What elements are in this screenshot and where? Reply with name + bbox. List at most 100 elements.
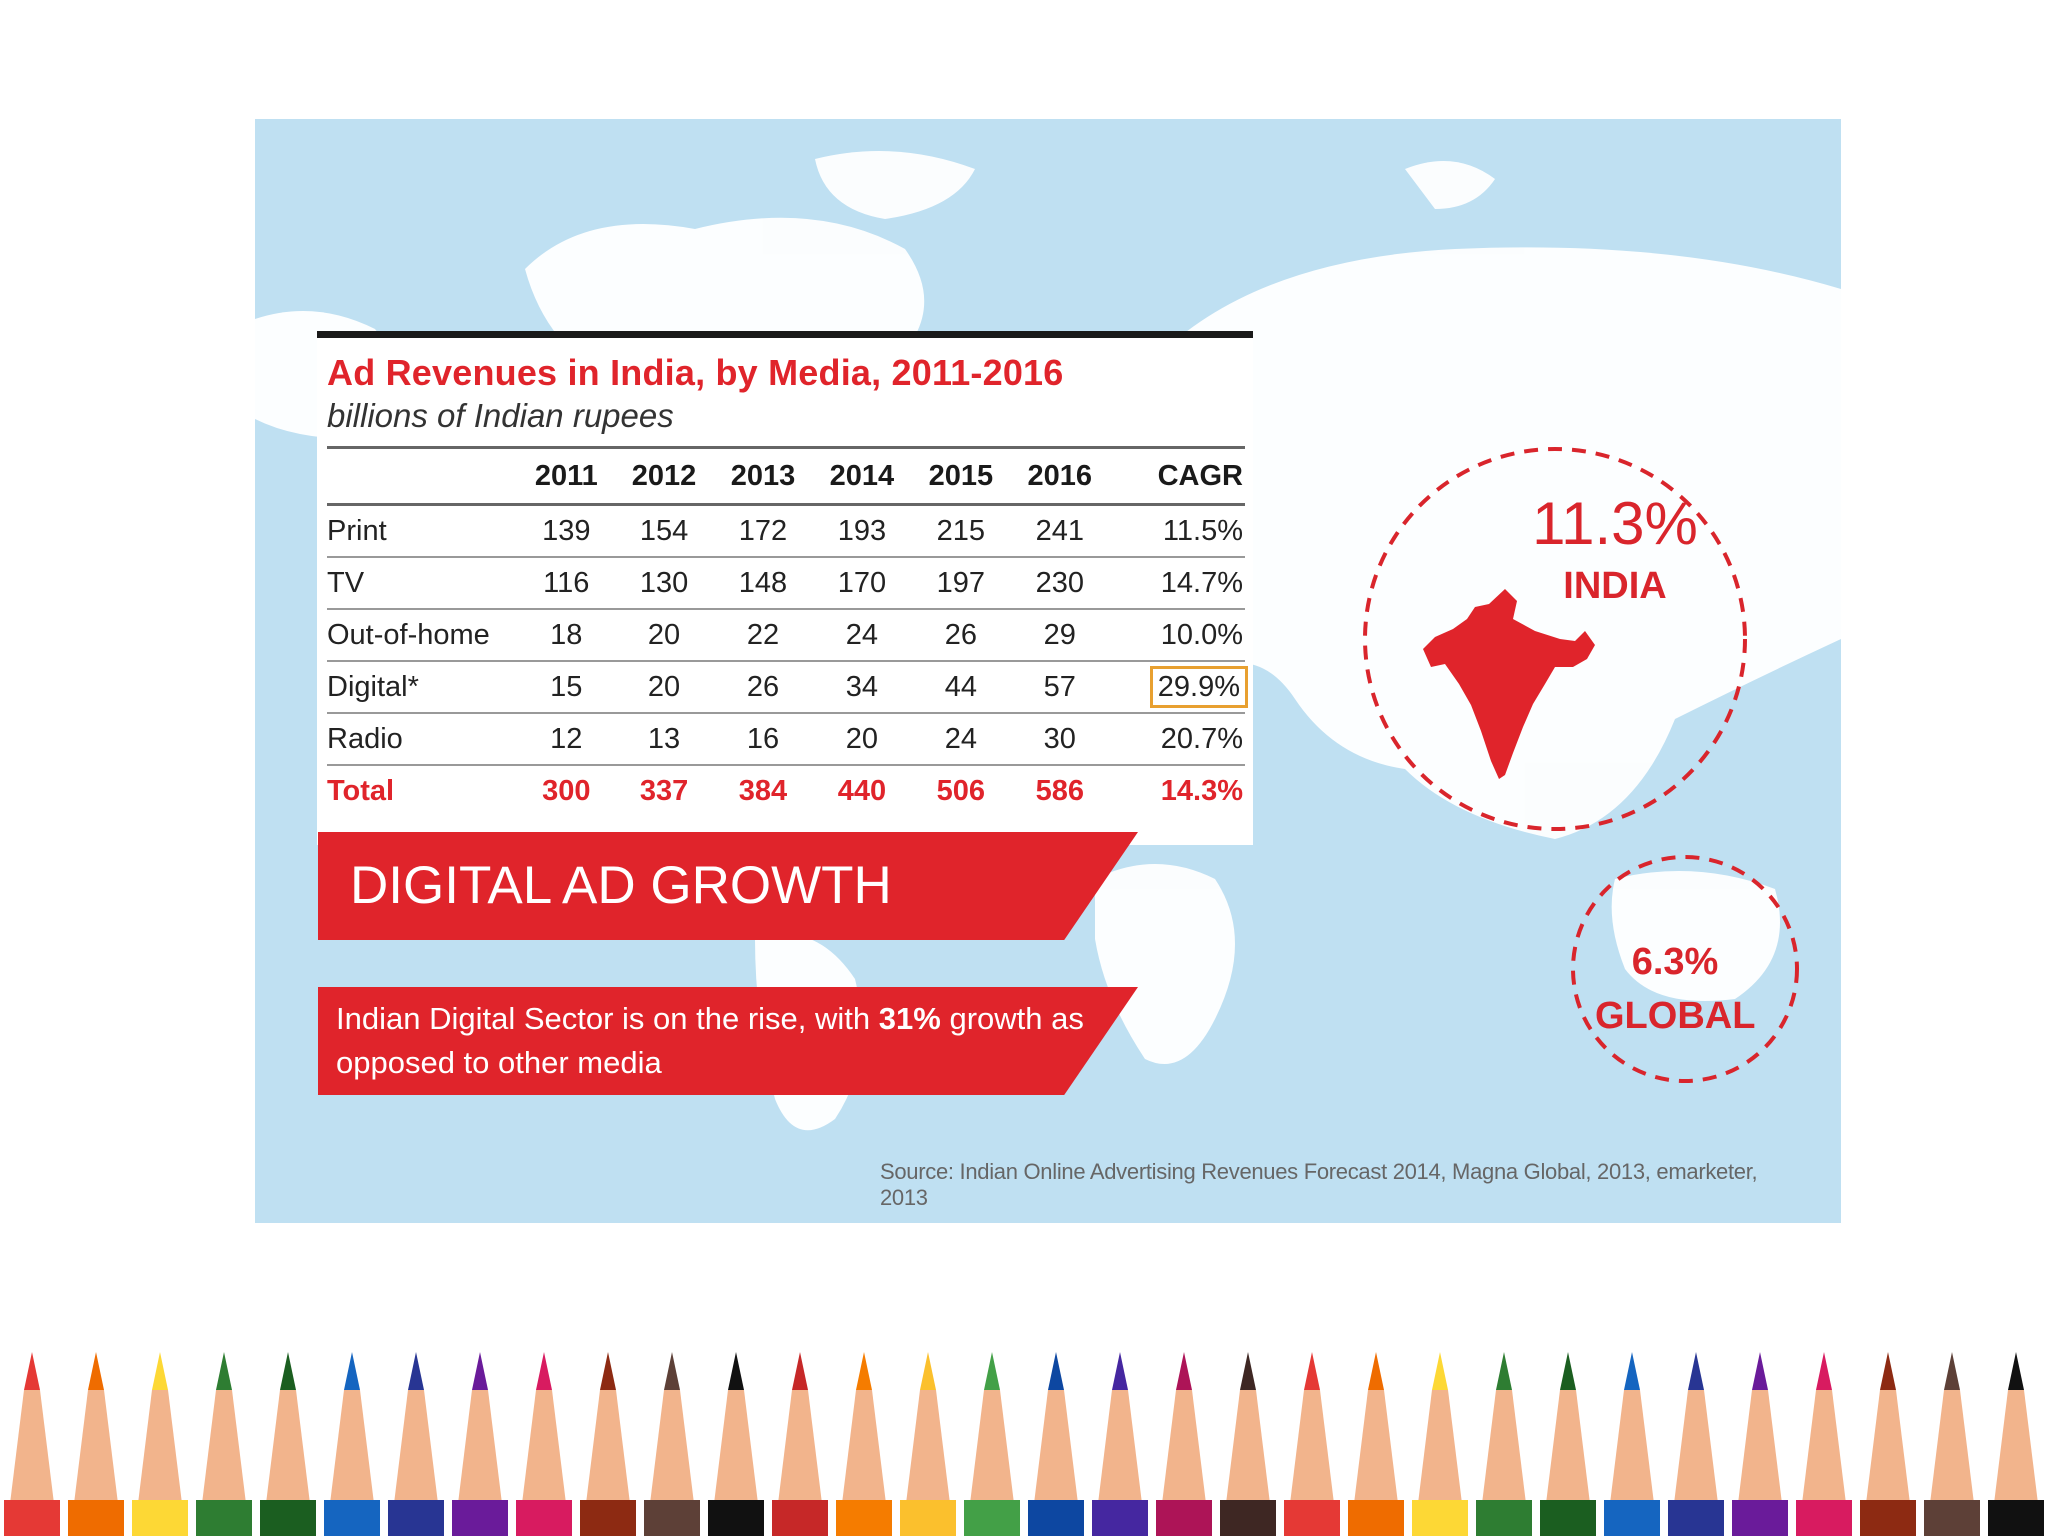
infographic: Ad Revenues in India, by Media, 2011-201… xyxy=(255,119,1841,1223)
table-cell: 20 xyxy=(614,661,714,714)
table-cell: 13 xyxy=(614,713,714,766)
table-row: Out-of-home 18 20 22 24 26 29 10.0% xyxy=(327,609,1245,662)
table-cell: 148 xyxy=(713,557,813,610)
note-text-after: growth as opposed to other media xyxy=(336,1001,1084,1080)
table-cell: 116 xyxy=(518,557,615,610)
table-cell: 193 xyxy=(812,504,912,558)
table-cell: 16 xyxy=(713,713,813,766)
column-header: 2012 xyxy=(614,446,714,506)
india-map-shape xyxy=(1423,589,1595,779)
table-cell: 170 xyxy=(812,557,912,610)
pencil xyxy=(1476,1352,1532,1536)
pencil xyxy=(1668,1352,1724,1536)
table-cell: 29 xyxy=(1010,609,1110,662)
table-cell: 172 xyxy=(713,504,813,558)
pencil xyxy=(772,1352,828,1536)
revenue-table-panel: Ad Revenues in India, by Media, 2011-201… xyxy=(317,331,1253,845)
table-cell: 34 xyxy=(812,661,912,714)
cagr-cell: 11.5% xyxy=(1109,504,1245,558)
column-header: 2011 xyxy=(518,446,615,506)
table-cell: 18 xyxy=(518,609,615,662)
note-highlight: 31% xyxy=(878,1001,941,1036)
cagr-cell: 14.7% xyxy=(1109,557,1245,610)
revenue-table: 2011 2012 2013 2014 2015 2016 CAGR Print… xyxy=(327,446,1249,816)
cagr-cell: 20.7% xyxy=(1109,713,1245,766)
pencil xyxy=(4,1352,60,1536)
table-header-row: 2011 2012 2013 2014 2015 2016 CAGR xyxy=(327,446,1245,506)
pencil xyxy=(68,1352,124,1536)
table-cell: 20 xyxy=(812,713,912,766)
table-row: Print 139 154 172 193 215 241 11.5% xyxy=(327,504,1245,558)
digital-cagr-highlight: 29.9% xyxy=(1149,665,1249,708)
digital-ad-growth-banner: DIGITAL AD GROWTH xyxy=(318,832,1138,940)
pencil xyxy=(1860,1352,1916,1536)
table-cell: 139 xyxy=(518,504,615,558)
column-header: CAGR xyxy=(1109,446,1245,506)
table-cell: 30 xyxy=(1010,713,1110,766)
india-percent: 11.3% xyxy=(1532,490,1698,557)
global-percent: 6.3% xyxy=(1631,941,1719,983)
column-header xyxy=(327,446,518,506)
table-cell: 57 xyxy=(1010,661,1110,714)
global-circle xyxy=(1571,855,1799,1083)
table-cell: 24 xyxy=(911,713,1011,766)
table-cell: 154 xyxy=(614,504,714,558)
table-cell: 15 xyxy=(518,661,615,714)
table-cell: 241 xyxy=(1010,504,1110,558)
table-cell: 12 xyxy=(518,713,615,766)
colored-pencils-border xyxy=(4,1352,2044,1536)
growth-note: Indian Digital Sector is on the rise, wi… xyxy=(318,987,1138,1095)
row-label: Digital* xyxy=(327,661,518,714)
pencil xyxy=(1412,1352,1468,1536)
table-cell: 20 xyxy=(614,609,714,662)
pencil xyxy=(1028,1352,1084,1536)
table-cell: 230 xyxy=(1010,557,1110,610)
pencil xyxy=(388,1352,444,1536)
pencil xyxy=(1604,1352,1660,1536)
table-cell: 197 xyxy=(911,557,1011,610)
table-cell: 26 xyxy=(713,661,813,714)
pencil xyxy=(196,1352,252,1536)
global-label: GLOBAL xyxy=(1595,995,1756,1037)
pencil xyxy=(644,1352,700,1536)
row-label: Radio xyxy=(327,713,518,766)
pencil xyxy=(1924,1352,1980,1536)
pencil xyxy=(516,1352,572,1536)
india-circle xyxy=(1363,447,1747,831)
pencil xyxy=(1988,1352,2044,1536)
table-cell: 506 xyxy=(936,774,986,807)
pencil xyxy=(1092,1352,1148,1536)
note-text-before: Indian Digital Sector is on the rise, wi… xyxy=(336,1001,871,1036)
table-title: Ad Revenues in India, by Media, 2011-201… xyxy=(327,352,1064,393)
pencil xyxy=(132,1352,188,1536)
table-cell: 300 xyxy=(542,774,591,807)
cagr-cell: 14.3% xyxy=(1160,774,1243,807)
pencil xyxy=(1732,1352,1788,1536)
pencil xyxy=(1348,1352,1404,1536)
row-label: Print xyxy=(327,504,518,558)
pencil xyxy=(708,1352,764,1536)
india-label: INDIA xyxy=(1563,565,1667,607)
table-cell: 586 xyxy=(1035,774,1084,807)
column-header: 2016 xyxy=(1010,446,1110,506)
cagr-cell-highlighted: 29.9% xyxy=(1109,661,1249,714)
table-cell: 22 xyxy=(713,609,813,662)
table-cell: 26 xyxy=(911,609,1011,662)
pencil xyxy=(1220,1352,1276,1536)
table-cell: 440 xyxy=(837,774,887,807)
pencil xyxy=(1156,1352,1212,1536)
pencil xyxy=(260,1352,316,1536)
table-cell: 215 xyxy=(911,504,1011,558)
pencil xyxy=(836,1352,892,1536)
table-row: Radio 12 13 16 20 24 30 20.7% xyxy=(327,713,1245,766)
table-cell: 384 xyxy=(738,774,788,807)
pencil xyxy=(324,1352,380,1536)
cagr-cell: 10.0% xyxy=(1109,609,1245,662)
pencil xyxy=(1284,1352,1340,1536)
table-cell: 44 xyxy=(911,661,1011,714)
source-note: Source: Indian Online Advertising Revenu… xyxy=(880,1159,1758,1210)
pencil xyxy=(1796,1352,1852,1536)
pencil xyxy=(1540,1352,1596,1536)
pencil xyxy=(964,1352,1020,1536)
column-header: 2014 xyxy=(812,446,912,506)
